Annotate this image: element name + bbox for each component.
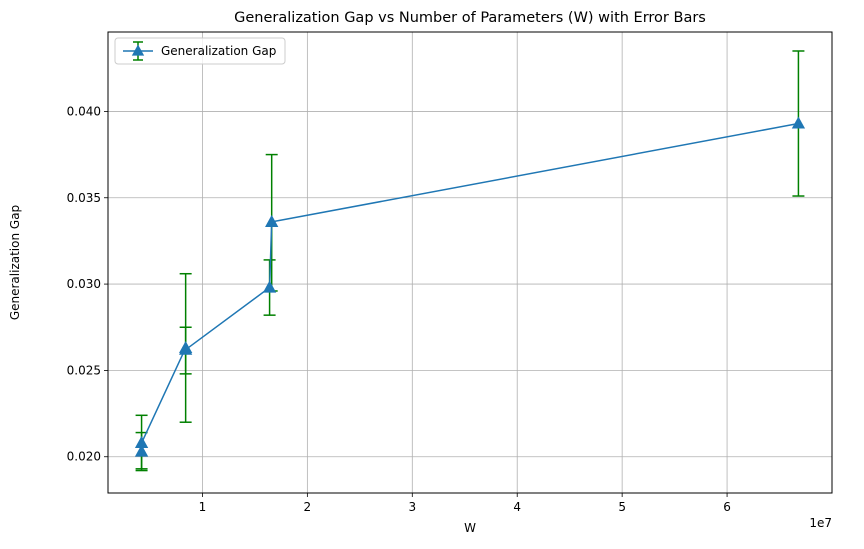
legend: Generalization Gap (114, 37, 286, 65)
data-point-marker (791, 116, 806, 129)
legend-marker (131, 44, 145, 56)
y-tick-label: 0.040 (67, 104, 101, 118)
chart-title: Generalization Gap vs Number of Paramete… (234, 10, 706, 26)
y-axis-label: Generalization Gap (8, 205, 22, 320)
data-point-marker (262, 280, 277, 293)
grid (108, 32, 832, 493)
y-tick-label: 0.025 (67, 363, 101, 377)
plot-frame (107, 31, 833, 494)
legend-box (114, 37, 286, 65)
y-axis-ticks: 0.020 0.025 0.030 0.035 0.040 (67, 104, 108, 464)
y-tick-label: 0.020 (67, 450, 101, 464)
data-point-marker (134, 444, 149, 457)
x-tick-label: 6 (723, 500, 731, 514)
legend-label: Generalization Gap (161, 44, 276, 58)
x-tick-label: 2 (304, 500, 312, 514)
error-bars (135, 50, 805, 472)
data-point-marker (265, 214, 279, 227)
x-axis-offset-text: 1e7 (809, 516, 832, 530)
x-axis-ticks: 1 2 3 4 5 6 (199, 493, 731, 514)
data-point-marker (134, 435, 149, 448)
x-axis-label: W (464, 521, 476, 535)
series-layer (134, 116, 806, 457)
y-tick-label: 0.030 (67, 277, 101, 291)
x-tick-label: 1 (199, 500, 207, 514)
series-line (140, 122, 799, 452)
data-point-marker (178, 342, 193, 355)
x-tick-label: 4 (513, 500, 521, 514)
x-tick-label: 3 (408, 500, 416, 514)
y-tick-label: 0.035 (67, 191, 101, 205)
x-tick-label: 5 (618, 500, 626, 514)
